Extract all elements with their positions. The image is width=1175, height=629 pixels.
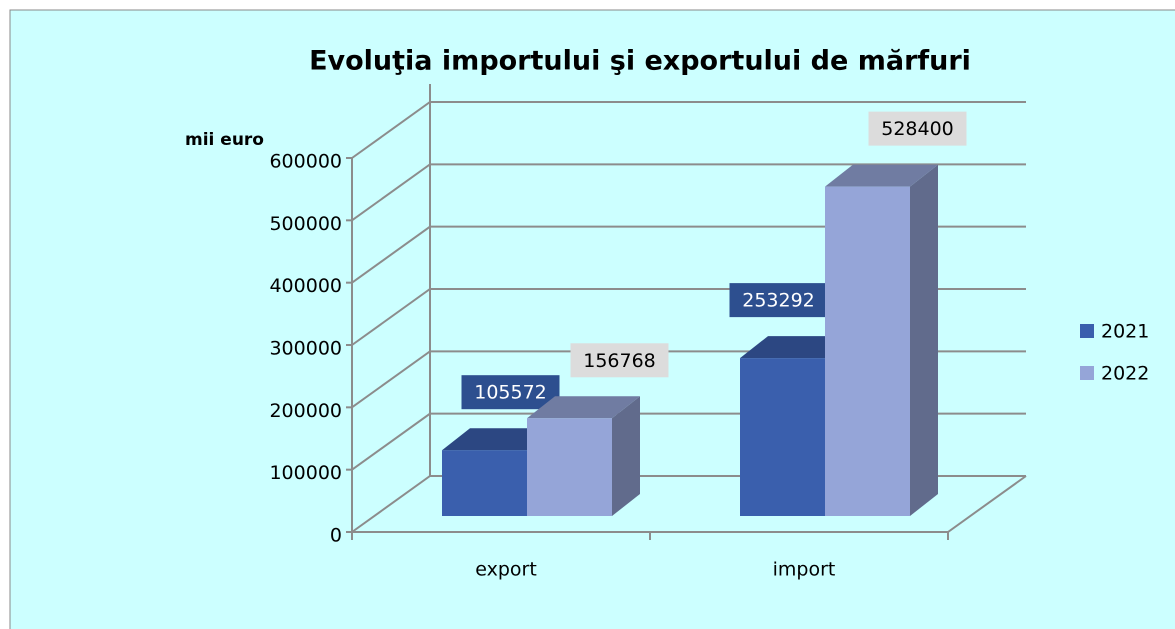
y-axis-label: mii euro [185,130,264,150]
bar-side [612,396,640,516]
chart-title: Evoluţia importului şi exportului de măr… [309,46,971,77]
legend-label: 2021 [1101,321,1149,343]
value-label-box [729,283,828,318]
bar-top [527,396,640,419]
legend-swatch [1080,366,1094,380]
y-tick-label: 200000 [269,400,342,422]
y-tick-label: 0 [330,525,342,547]
bar [740,358,825,516]
chart-background [9,9,1175,629]
y-tick-label: 300000 [269,338,342,360]
value-label-box [868,111,967,146]
bar-top [442,428,555,451]
y-tick-label: 600000 [269,151,342,173]
y-tick-label: 400000 [269,275,342,297]
bar [442,450,527,516]
bar [527,418,612,516]
x-tick-label: export [475,559,537,581]
y-tick-label: 500000 [269,213,342,235]
value-label-box [570,343,669,378]
value-label: 528400 [881,118,954,140]
x-tick-label: import [773,559,836,581]
bar-top [740,336,853,359]
bar-side [910,164,938,516]
legend-label: 2022 [1101,363,1149,385]
bar-top [825,164,938,187]
y-tick-label: 100000 [269,462,342,484]
value-label: 253292 [742,290,815,312]
legend-swatch [1080,324,1094,338]
value-label: 156768 [583,350,656,372]
value-label: 105572 [474,382,547,404]
grid-line [351,163,1026,222]
value-label-box [461,375,560,410]
grid-line [351,101,1026,159]
bar [825,186,910,516]
